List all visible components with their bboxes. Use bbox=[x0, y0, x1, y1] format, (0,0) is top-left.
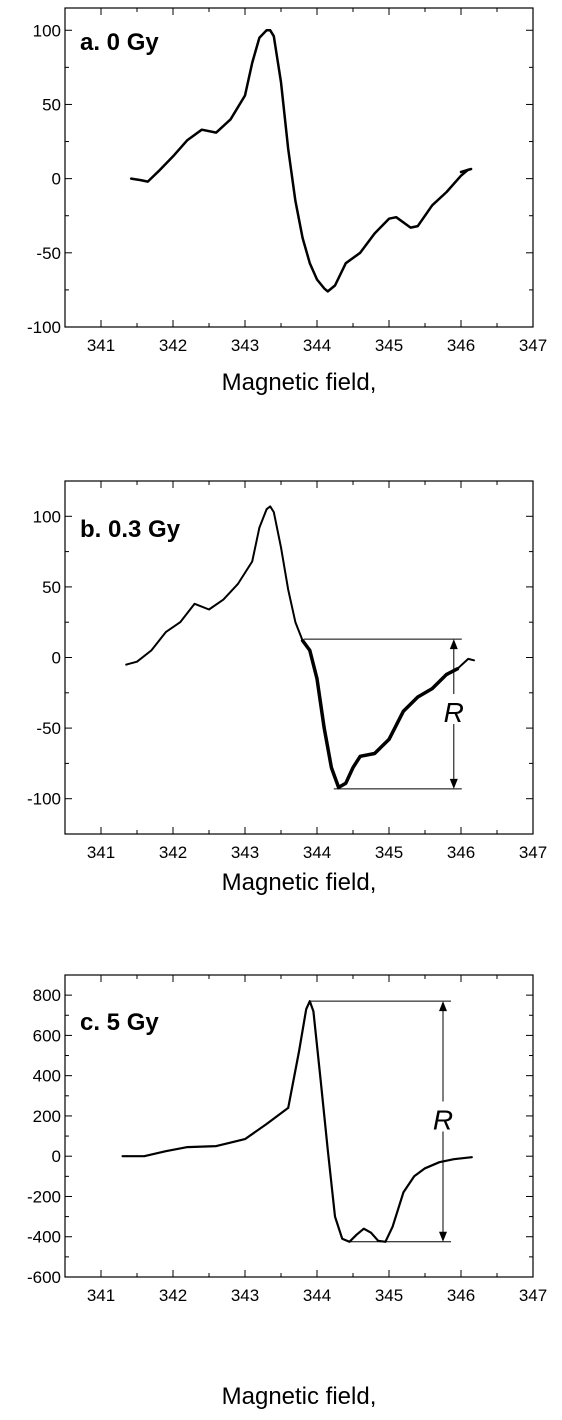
chart-a-x-tick-label: 343 bbox=[231, 336, 259, 355]
chart-c-x-tick-label: 346 bbox=[447, 1286, 475, 1305]
chart-b-r-label-bg bbox=[440, 693, 467, 724]
chart-a-series-line bbox=[459, 167, 473, 174]
chart-a-title: a. 0 Gy bbox=[80, 29, 159, 56]
chart-c-title: c. 5 Gy bbox=[80, 1009, 159, 1036]
chart-b-x-tick-label: 347 bbox=[519, 843, 547, 862]
chart-b-x-tick-label: 343 bbox=[231, 843, 259, 862]
chart-c-x-tick-label: 341 bbox=[87, 1286, 115, 1305]
chart-a-y-tick-label: -100 bbox=[27, 318, 61, 337]
chart-b-r-label: R bbox=[444, 697, 464, 728]
chart-b-x-tick-label: 341 bbox=[87, 843, 115, 862]
chart-c-series-line bbox=[121, 1000, 473, 1243]
chart-c-r-arrow-head-up bbox=[439, 1001, 447, 1012]
chart-b-x-tick-label: 344 bbox=[303, 843, 331, 862]
chart-b-x-tick-label: 346 bbox=[447, 843, 475, 862]
chart-a-x-tick-label: 344 bbox=[303, 336, 331, 355]
chart-a-x-tick-label: 341 bbox=[87, 336, 115, 355]
chart-a-y-tick-label: 100 bbox=[33, 21, 61, 40]
chart-c-y-tick-label: 0 bbox=[52, 1147, 61, 1166]
chart-c-y-tick-label: -200 bbox=[27, 1187, 61, 1206]
chart-c-y-tick-label: 200 bbox=[33, 1107, 61, 1126]
chart-c-x-tick-label: 347 bbox=[519, 1286, 547, 1305]
chart-a-x-tick-label: 347 bbox=[519, 336, 547, 355]
chart-b-y-tick-label: -100 bbox=[27, 790, 61, 809]
chart-a-x-tick-label: 342 bbox=[159, 336, 187, 355]
chart-c-xlabel: Magnetic field, bbox=[222, 1383, 377, 1410]
chart-c-y-tick-label: -400 bbox=[27, 1228, 61, 1247]
chart-c-r-arrow-head-down bbox=[439, 1231, 447, 1242]
chart-c-x-tick-label: 343 bbox=[231, 1286, 259, 1305]
chart-b-x-tick-label: 345 bbox=[375, 843, 403, 862]
chart-a-series-line bbox=[129, 29, 470, 293]
chart-c-y-tick-label: 600 bbox=[33, 1026, 61, 1045]
chart-a-y-tick-label: -50 bbox=[36, 244, 61, 263]
chart-b-series-line bbox=[300, 638, 460, 790]
chart-b-y-tick-label: 0 bbox=[52, 649, 61, 668]
chart-b: 341 342 343 344 345 346 347 -100 -50 0 50 100 b. 0.3… bbox=[27, 480, 547, 896]
chart-a-x-tick-label: 346 bbox=[447, 336, 475, 355]
chart-b-y-tick-label: 50 bbox=[42, 578, 61, 597]
chart-b-series-line bbox=[456, 657, 475, 670]
chart-c-frame bbox=[64, 974, 534, 1278]
chart-c: 341 342 343 344 345 346 347 -600 -400 -200 0 200 400… bbox=[27, 974, 547, 1410]
chart-a-x-tick-label: 345 bbox=[375, 336, 403, 355]
chart-b-title: b. 0.3 Gy bbox=[80, 516, 181, 543]
chart-c-x-tick-label: 345 bbox=[375, 1286, 403, 1305]
chart-b-series-line bbox=[125, 505, 304, 666]
chart-b-r-arrow-head-up bbox=[449, 639, 458, 650]
chart-c-x-tick-label: 342 bbox=[159, 1286, 187, 1305]
chart-c-y-tick-label: 400 bbox=[33, 1067, 61, 1086]
chart-c-r-label-bg bbox=[430, 1101, 456, 1132]
chart-a-xlabel: Magnetic field, bbox=[222, 369, 377, 396]
chart-b-xlabel: Magnetic field, bbox=[222, 869, 377, 896]
chart-c-r-label: R bbox=[433, 1104, 453, 1135]
chart-c-y-tick-label: -600 bbox=[27, 1268, 61, 1287]
chart-b-x-tick-label: 342 bbox=[159, 843, 187, 862]
chart-a: 341 342 343 344 345 346 347 -100 -50 0 50 100 a. 0 G… bbox=[27, 7, 547, 396]
chart-a-y-tick-label: 0 bbox=[52, 170, 61, 189]
chart-b-y-tick-label: -50 bbox=[36, 719, 61, 738]
chart-c-x-tick-label: 344 bbox=[303, 1286, 331, 1305]
chart-a-y-tick-label: 50 bbox=[42, 95, 61, 114]
chart-b-r-arrow-head-down bbox=[449, 778, 458, 789]
chart-c-y-tick-label: 800 bbox=[33, 986, 61, 1005]
chart-b-y-tick-label: 100 bbox=[33, 507, 61, 526]
chart-a-frame bbox=[64, 7, 534, 328]
